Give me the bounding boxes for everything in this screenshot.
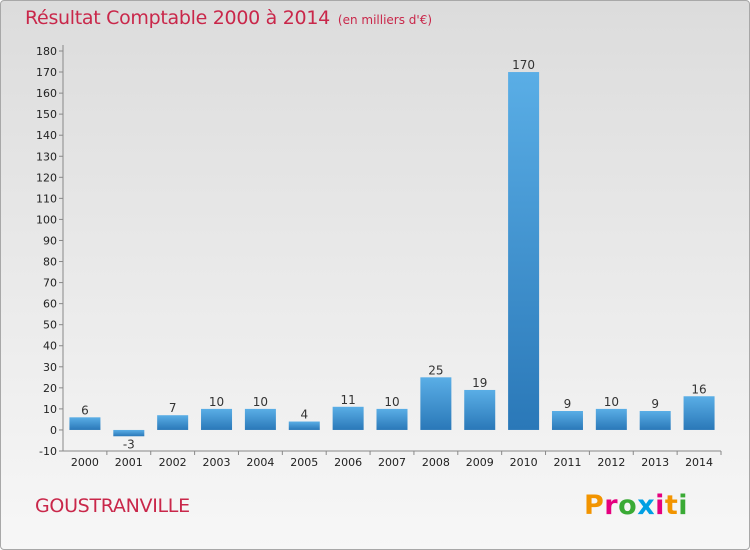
data-label-2000: 6 <box>81 403 89 417</box>
x-tick-label: 2000 <box>71 456 99 469</box>
bar-2004[interactable] <box>244 408 276 430</box>
x-tick-label: 2009 <box>466 456 494 469</box>
y-tick-label: 90 <box>43 234 57 247</box>
data-label-2011: 9 <box>564 397 572 411</box>
commune-name: GOUSTRANVILLE <box>35 495 190 517</box>
logo-letter: i <box>655 490 665 521</box>
data-label-2008: 25 <box>428 363 443 377</box>
logo-letter: P <box>584 490 605 521</box>
data-label-2003: 10 <box>209 395 224 409</box>
y-tick-label: 30 <box>43 361 57 374</box>
bar-2001[interactable] <box>113 429 145 437</box>
y-tick-label: 110 <box>36 192 57 205</box>
y-tick-label: 0 <box>50 424 57 437</box>
bar-2009[interactable] <box>464 389 496 430</box>
y-tick-label: 160 <box>36 87 57 100</box>
y-tick-label: 40 <box>43 340 57 353</box>
y-tick-label: 170 <box>36 66 57 79</box>
y-tick-label: 150 <box>36 108 57 121</box>
x-tick-label: 2012 <box>597 456 625 469</box>
bar-2011[interactable] <box>551 411 583 430</box>
chart-data-labels: 6 -3 7 10 10 4 11 10 25 19 170 9 10 9 16 <box>81 58 707 451</box>
y-tick-label: 50 <box>43 319 57 332</box>
logo-letter: r <box>604 490 619 521</box>
data-label-2009: 19 <box>472 376 487 390</box>
x-tick-label: 2002 <box>159 456 187 469</box>
y-tick-label: -10 <box>39 445 57 458</box>
y-tick-label: 140 <box>36 129 57 142</box>
logo-letter: x <box>637 490 656 521</box>
x-tick-label: 2014 <box>685 456 713 469</box>
bar-2013[interactable] <box>639 411 671 430</box>
chart-bars <box>69 72 715 437</box>
logo-letter: t <box>664 490 679 521</box>
bar-2003[interactable] <box>201 408 233 430</box>
chart-title-text: Résultat Comptable 2000 à 2014 <box>25 7 330 29</box>
x-tick-label: 2003 <box>203 456 231 469</box>
data-label-2002: 7 <box>169 401 177 415</box>
data-label-2013: 9 <box>651 397 659 411</box>
bar-2002[interactable] <box>157 415 189 430</box>
data-label-2004: 10 <box>253 395 268 409</box>
y-tick-label: 20 <box>43 382 57 395</box>
bar-2010[interactable] <box>508 72 540 430</box>
y-tick-label: 60 <box>43 298 57 311</box>
bar-2014[interactable] <box>683 396 715 430</box>
data-label-2014: 16 <box>691 382 706 396</box>
x-tick-label: 2011 <box>553 456 581 469</box>
bar-2006[interactable] <box>332 406 364 430</box>
data-label-2005: 4 <box>300 408 308 422</box>
data-label-2010: 170 <box>512 58 535 72</box>
chart-axes: -10 0 10 20 30 40 50 60 70 80 90 100 110 120 130 140 150… <box>36 45 722 469</box>
proxiti-logo[interactable]: Proxiti <box>584 490 688 521</box>
bar-2007[interactable] <box>376 408 408 430</box>
y-tick-label: 130 <box>36 150 57 163</box>
data-label-2007: 10 <box>384 395 399 409</box>
x-tick-label: 2006 <box>334 456 362 469</box>
y-tick-label: 120 <box>36 171 57 184</box>
x-tick-label: 2008 <box>422 456 450 469</box>
logo-letter: o <box>618 490 638 521</box>
data-label-2001: -3 <box>123 437 135 451</box>
x-tick-label: 2005 <box>290 456 318 469</box>
bar-2000[interactable] <box>69 417 101 430</box>
logo-letter: i <box>678 490 689 521</box>
y-tick-label: 10 <box>43 403 57 416</box>
x-tick-label: 2013 <box>641 456 669 469</box>
data-label-2006: 11 <box>340 393 355 407</box>
chart-unit: (en milliers d'€) <box>337 13 433 27</box>
data-label-2012: 10 <box>604 395 619 409</box>
x-tick-label: 2004 <box>246 456 274 469</box>
y-tick-label: 180 <box>36 45 57 58</box>
bar-2005[interactable] <box>288 421 320 430</box>
chart-title: Résultat Comptable 2000 à 2014 (en millie… <box>25 7 432 29</box>
x-tick-label: 2001 <box>115 456 143 469</box>
bar-2012[interactable] <box>595 408 627 430</box>
y-tick-label: 80 <box>43 256 57 269</box>
x-tick-label: 2010 <box>510 456 538 469</box>
y-tick-label: 70 <box>43 277 57 290</box>
bar-2008[interactable] <box>420 377 452 430</box>
y-tick-label: 100 <box>36 213 57 226</box>
x-tick-label: 2007 <box>378 456 406 469</box>
